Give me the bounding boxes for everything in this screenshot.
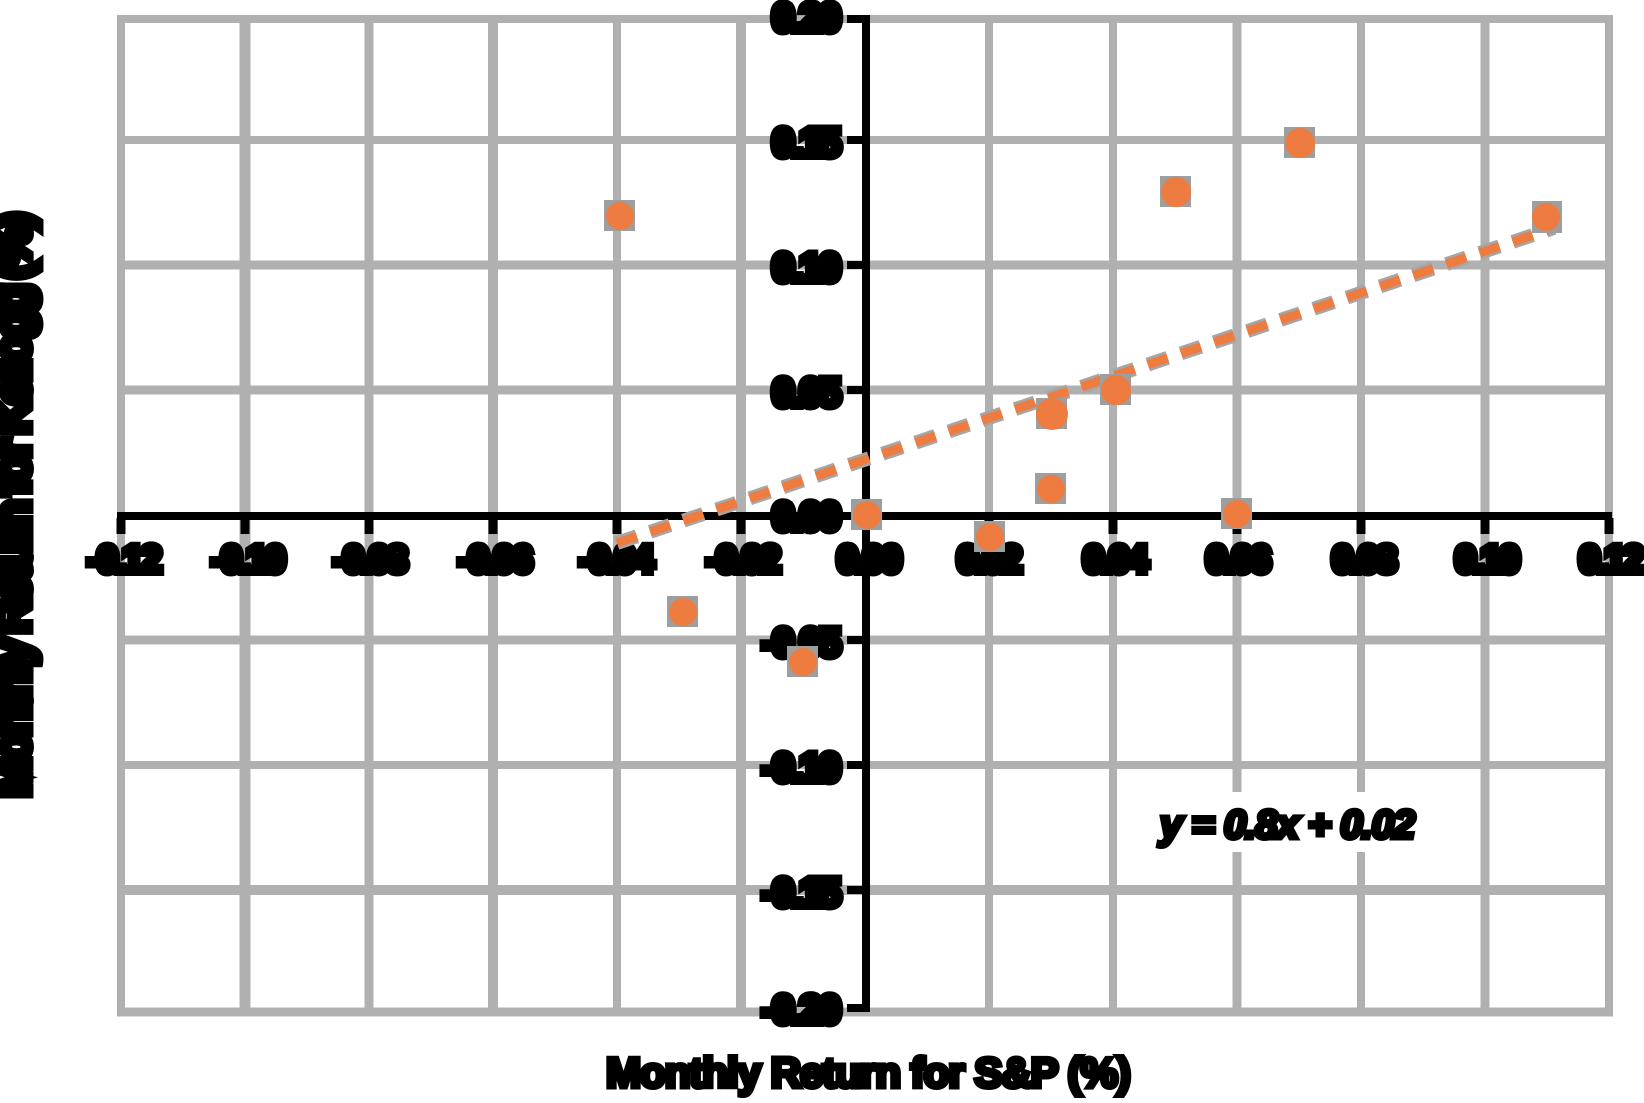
svg-text:0.15: 0.15 (772, 121, 841, 165)
svg-text:0.04: 0.04 (1083, 539, 1148, 581)
svg-text:-0.10: -0.10 (211, 539, 284, 581)
svg-text:0.06: 0.06 (1206, 539, 1270, 581)
svg-text:-0.15: -0.15 (762, 871, 841, 915)
svg-text:-0.02: -0.02 (706, 539, 779, 581)
svg-text:0.00: 0.00 (772, 495, 840, 539)
svg-text:0.08: 0.08 (1332, 539, 1396, 581)
svg-text:0.20: 0.20 (772, 0, 840, 40)
svg-text:-0.12: -0.12 (87, 539, 160, 581)
svg-text:Monthly Return for S&P (%): Monthly Return for S&P (%) (606, 1049, 1130, 1096)
svg-text:-0.04: -0.04 (579, 539, 653, 581)
svg-text:0.10: 0.10 (772, 246, 840, 290)
svg-text:Monthly Return for Kellogg (%): Monthly Return for Kellogg (%) (0, 214, 40, 797)
svg-text:0.10: 0.10 (1455, 539, 1519, 581)
svg-text:0.00: 0.00 (837, 539, 901, 581)
svg-text:-0.20: -0.20 (762, 988, 840, 1032)
svg-text:-0.10: -0.10 (762, 746, 840, 790)
svg-text:0.12: 0.12 (1579, 539, 1643, 581)
svg-text:-0.08: -0.08 (333, 539, 406, 581)
svg-text:-0.06: -0.06 (458, 539, 531, 581)
svg-text:0.05: 0.05 (772, 371, 841, 415)
svg-text:y = 0.8x + 0.02: y = 0.8x + 0.02 (1158, 803, 1415, 847)
